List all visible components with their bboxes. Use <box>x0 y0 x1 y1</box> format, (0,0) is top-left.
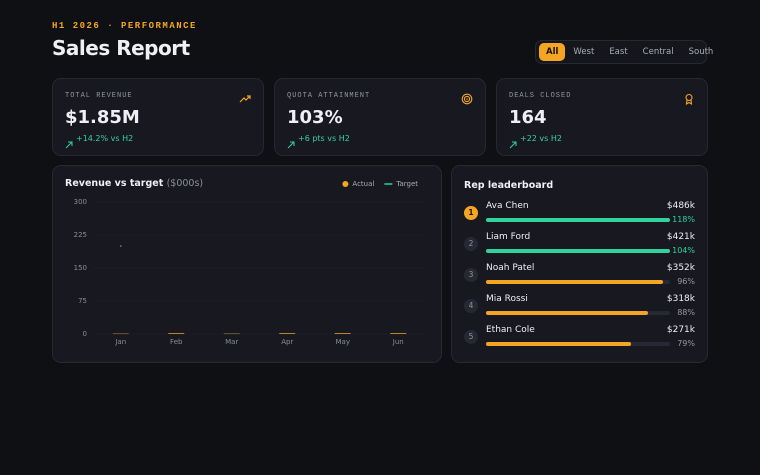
kpi-delta: +14.2% vs H2 <box>76 134 134 143</box>
x-tick-label: Jan <box>114 338 126 346</box>
rank-badge: 2 <box>464 237 478 251</box>
chart-title: Revenue vs target ($000s) <box>65 178 203 189</box>
chart-unit: ($000s) <box>166 178 204 189</box>
kpi-icon <box>683 90 695 106</box>
legend-label: Actual <box>352 180 374 188</box>
chart-card: Revenue vs target ($000s) 0 75 150 225 300 Ja… <box>52 165 442 363</box>
rep-amount: $486k <box>666 201 695 211</box>
y-tick-label: 225 <box>74 231 87 239</box>
rep-name: Liam Ford <box>486 232 531 242</box>
eyebrow: H1 2026 · PERFORMANCE <box>52 21 197 31</box>
bar <box>334 333 351 334</box>
progress-bar <box>486 311 648 315</box>
legend-swatch <box>342 181 349 187</box>
chart-title-text: Revenue vs target <box>65 178 164 189</box>
filter-pill[interactable]: All <box>539 43 566 61</box>
rep-attainment: 79% <box>677 339 695 348</box>
icon <box>65 141 73 149</box>
x-tick-label: May <box>336 338 350 346</box>
x-tick-label: Jun <box>392 338 404 346</box>
kpi-value: $1.85M <box>65 107 140 128</box>
bar <box>279 333 296 334</box>
page-title: Sales Report <box>52 36 190 60</box>
progress-bar <box>486 280 663 284</box>
y-tick-label: 300 <box>74 198 87 206</box>
leaderboard-title: Rep leaderboard <box>464 180 554 191</box>
icon <box>685 93 693 106</box>
progress-bar <box>486 342 632 346</box>
bar <box>168 333 185 334</box>
kpi-card: QUOTA ATTAINMENT 103% +6 pts vs H2 <box>274 78 486 156</box>
region-filter: All West East Central South <box>535 40 713 64</box>
target-line <box>119 245 122 247</box>
y-tick-label: 75 <box>78 297 87 305</box>
chart: 0 75 150 225 300 Jan Feb Mar Apr May Jun Target Actu… <box>74 180 426 346</box>
icon <box>239 95 251 103</box>
icon <box>287 141 295 149</box>
x-tick-label: Mar <box>225 338 238 346</box>
delta-arrow <box>65 134 73 149</box>
rep-attainment: 96% <box>677 277 695 286</box>
rep-name: Noah Patel <box>486 263 535 273</box>
bar <box>390 333 407 334</box>
kpi-label: QUOTA ATTAINMENT <box>287 92 371 100</box>
legend-label: Target <box>395 180 418 188</box>
kpi-value: 103% <box>287 107 343 128</box>
rank-badge: 1 <box>464 206 478 220</box>
progress-bar <box>486 218 670 222</box>
kpi-icon <box>239 90 251 103</box>
kpi-delta: +6 pts vs H2 <box>298 134 350 143</box>
x-tick-label: Apr <box>281 338 293 346</box>
filter-pill[interactable]: South <box>688 47 714 57</box>
x-tick-label: Feb <box>170 338 183 346</box>
icon <box>461 93 473 105</box>
y-tick-label: 0 <box>83 330 87 338</box>
kpi-value: 164 <box>509 107 547 128</box>
rank-badge: 5 <box>464 330 478 344</box>
rep-attainment: 88% <box>677 308 695 317</box>
rep-amount: $352k <box>666 263 695 273</box>
rep-attainment: 118% <box>672 215 695 224</box>
rep-amount: $271k <box>666 325 695 335</box>
rep-name: Ethan Cole <box>486 325 535 335</box>
filter-pill[interactable]: West <box>573 47 595 57</box>
filter-pill[interactable]: East <box>609 47 628 57</box>
bar <box>112 333 129 335</box>
kpi-label: TOTAL REVENUE <box>65 92 133 100</box>
rep-amount: $318k <box>666 294 695 304</box>
delta-arrow <box>287 134 295 149</box>
kpi-card: DEALS CLOSED 164 +22 vs H2 <box>496 78 708 156</box>
rank-badge: 3 <box>464 268 478 282</box>
delta-arrow <box>509 134 517 149</box>
rep-attainment: 104% <box>672 246 695 255</box>
kpi-delta: +22 vs H2 <box>520 134 562 143</box>
rep-name: Ava Chen <box>486 201 529 211</box>
y-tick-label: 150 <box>74 264 87 272</box>
rep-name: Mia Rossi <box>486 294 528 304</box>
filter-pill[interactable]: Central <box>642 47 674 57</box>
rep-amount: $421k <box>666 232 695 242</box>
progress-bar <box>486 249 670 253</box>
bar <box>223 333 240 335</box>
kpi-icon <box>461 90 473 105</box>
leaderboard-card: Rep leaderboard 1 Ava Chen $486k 118% 2 Liam … <box>451 165 708 363</box>
icon <box>509 141 517 149</box>
kpi-card: TOTAL REVENUE $1.85M +14.2% vs H2 <box>52 78 264 156</box>
kpi-label: DEALS CLOSED <box>509 92 572 100</box>
rank-badge: 4 <box>464 299 478 313</box>
